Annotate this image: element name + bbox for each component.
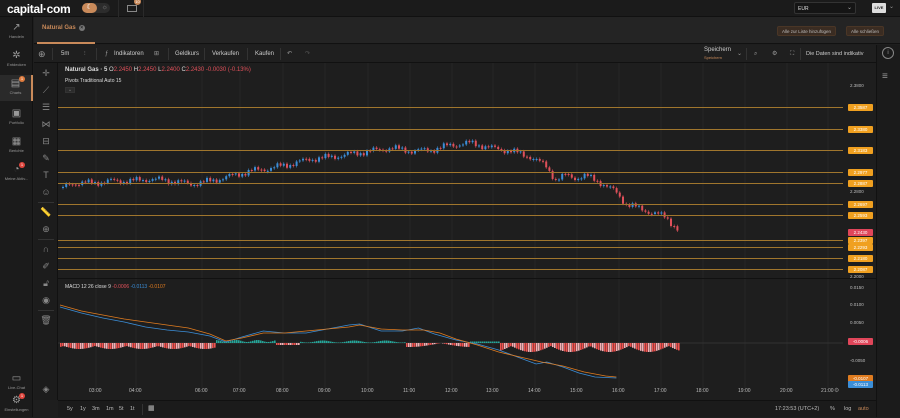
range-1m[interactable]: 1m: [106, 406, 114, 412]
pivot-price-label: 2.2977: [848, 169, 873, 176]
pivot-line: [58, 183, 843, 184]
pivot-line: [58, 129, 843, 130]
axis-settings-icon[interactable]: ⚙: [834, 387, 839, 394]
low-value: 2.2400: [161, 67, 179, 73]
price-axis-label: 0.0050: [850, 320, 864, 325]
macd-title: MACD 12 26 close 9: [65, 284, 111, 290]
chart-legend: Natural Gas · 5 O2.2450 H2.2450 L2.2400 …: [65, 67, 251, 73]
price-axis-label: 2.2000: [850, 274, 864, 279]
pivot-line: [58, 247, 843, 248]
pivot-line: [58, 215, 843, 216]
time-axis-label: 16:00: [612, 388, 625, 394]
time-axis-label: 19:00: [738, 388, 751, 394]
high-value: 2.2450: [138, 67, 156, 73]
pivot-price-label: 2.2697: [848, 201, 873, 208]
pivot-line: [58, 150, 843, 151]
pivot-line: [58, 269, 843, 270]
pivot-price-label: 2.3587: [848, 104, 873, 111]
price-axis-label: 0.0100: [850, 302, 864, 307]
price-axis-label: -0.0050: [850, 358, 865, 363]
time-axis[interactable]: 03:00 04:00 06:00 07:00 08:00 09:00 10:00 11:00…: [58, 388, 843, 398]
macd-signal-value: -0.0107: [149, 284, 166, 290]
auto-toggle[interactable]: auto: [858, 406, 869, 412]
pivot-line: [58, 204, 843, 205]
clock: 17:23:53 (UTC+2): [775, 406, 819, 412]
time-axis-label: 06:00: [195, 388, 208, 394]
log-toggle[interactable]: log: [844, 406, 851, 412]
range-1t[interactable]: 1t: [130, 406, 135, 412]
pivot-price-label: 2.2087: [848, 266, 873, 273]
time-axis-label: 21:00: [821, 388, 834, 394]
indicator-legend[interactable]: Pivots Traditional Auto 15: [65, 78, 121, 84]
pivot-price-label: 2.2887: [848, 180, 873, 187]
range-5t[interactable]: 5t: [119, 406, 124, 412]
time-axis-label: 12:00: [445, 388, 458, 394]
time-axis-label: 07:00: [233, 388, 246, 394]
macd-legend[interactable]: MACD 12 26 close 9 -0.0006 -0.0113 -0.01…: [65, 284, 166, 290]
pivot-line: [58, 172, 843, 173]
time-axis-label: 08:00: [276, 388, 289, 394]
change-value: -0.0030 (-0.13%): [206, 67, 251, 73]
current-price-label: 2.2430: [848, 229, 873, 236]
time-axis-label: 09:00: [318, 388, 331, 394]
close-value: 2.2430: [186, 67, 204, 73]
price-axis-label: 2.2800: [850, 189, 864, 194]
macd-axis-label: -0.0113: [848, 381, 873, 388]
range-3m[interactable]: 3m: [92, 406, 100, 412]
pivot-price-label: 2.2293: [848, 244, 873, 251]
calendar-icon[interactable]: ▦: [148, 404, 155, 412]
symbol-name: Natural Gas · 5: [65, 67, 107, 73]
macd-value: -0.0113: [131, 284, 148, 290]
range-1y[interactable]: 1y: [80, 406, 86, 412]
time-axis-label: 20:00: [780, 388, 793, 394]
pivot-price-label: 2.3380: [848, 126, 873, 133]
price-axis-label: 2.3800: [850, 83, 864, 88]
pivot-line: [58, 107, 843, 108]
time-axis-label: 04:00: [129, 388, 142, 394]
pivot-price-label: 2.2593: [848, 212, 873, 219]
divider: [142, 404, 143, 415]
time-axis-label: 11:00: [403, 388, 415, 394]
price-axis-label: 0.0150: [850, 285, 864, 290]
pivot-price-label: 2.2397: [848, 237, 873, 244]
time-axis-label: 10:00: [361, 388, 374, 394]
pane-divider[interactable]: [58, 278, 876, 279]
time-axis-label: 03:00: [89, 388, 102, 394]
time-axis-label: 15:00: [570, 388, 583, 394]
macd-hist-value: -0.0006: [112, 284, 129, 290]
pivot-price-label: 2.2180: [848, 255, 873, 262]
pivot-price-label: 2.3183: [848, 147, 873, 154]
pivot-line: [58, 258, 843, 259]
macd-axis-label: -0.0006: [848, 338, 873, 345]
time-axis-label: 18:00: [696, 388, 709, 394]
time-axis-label: 13:00: [486, 388, 499, 394]
time-axis-label: 14:00: [528, 388, 541, 394]
range-5y[interactable]: 5y: [67, 406, 73, 412]
percent-toggle[interactable]: %: [830, 406, 835, 412]
bottom-bar: 5y 1y 3m 1m 5t 1t ▦ 17:23:53 (UTC+2) % l…: [58, 400, 876, 417]
collapse-legend-button[interactable]: ^: [65, 87, 75, 93]
pivot-line: [58, 240, 843, 241]
open-value: 2.2450: [114, 67, 132, 73]
time-axis-label: 17:00: [654, 388, 667, 394]
